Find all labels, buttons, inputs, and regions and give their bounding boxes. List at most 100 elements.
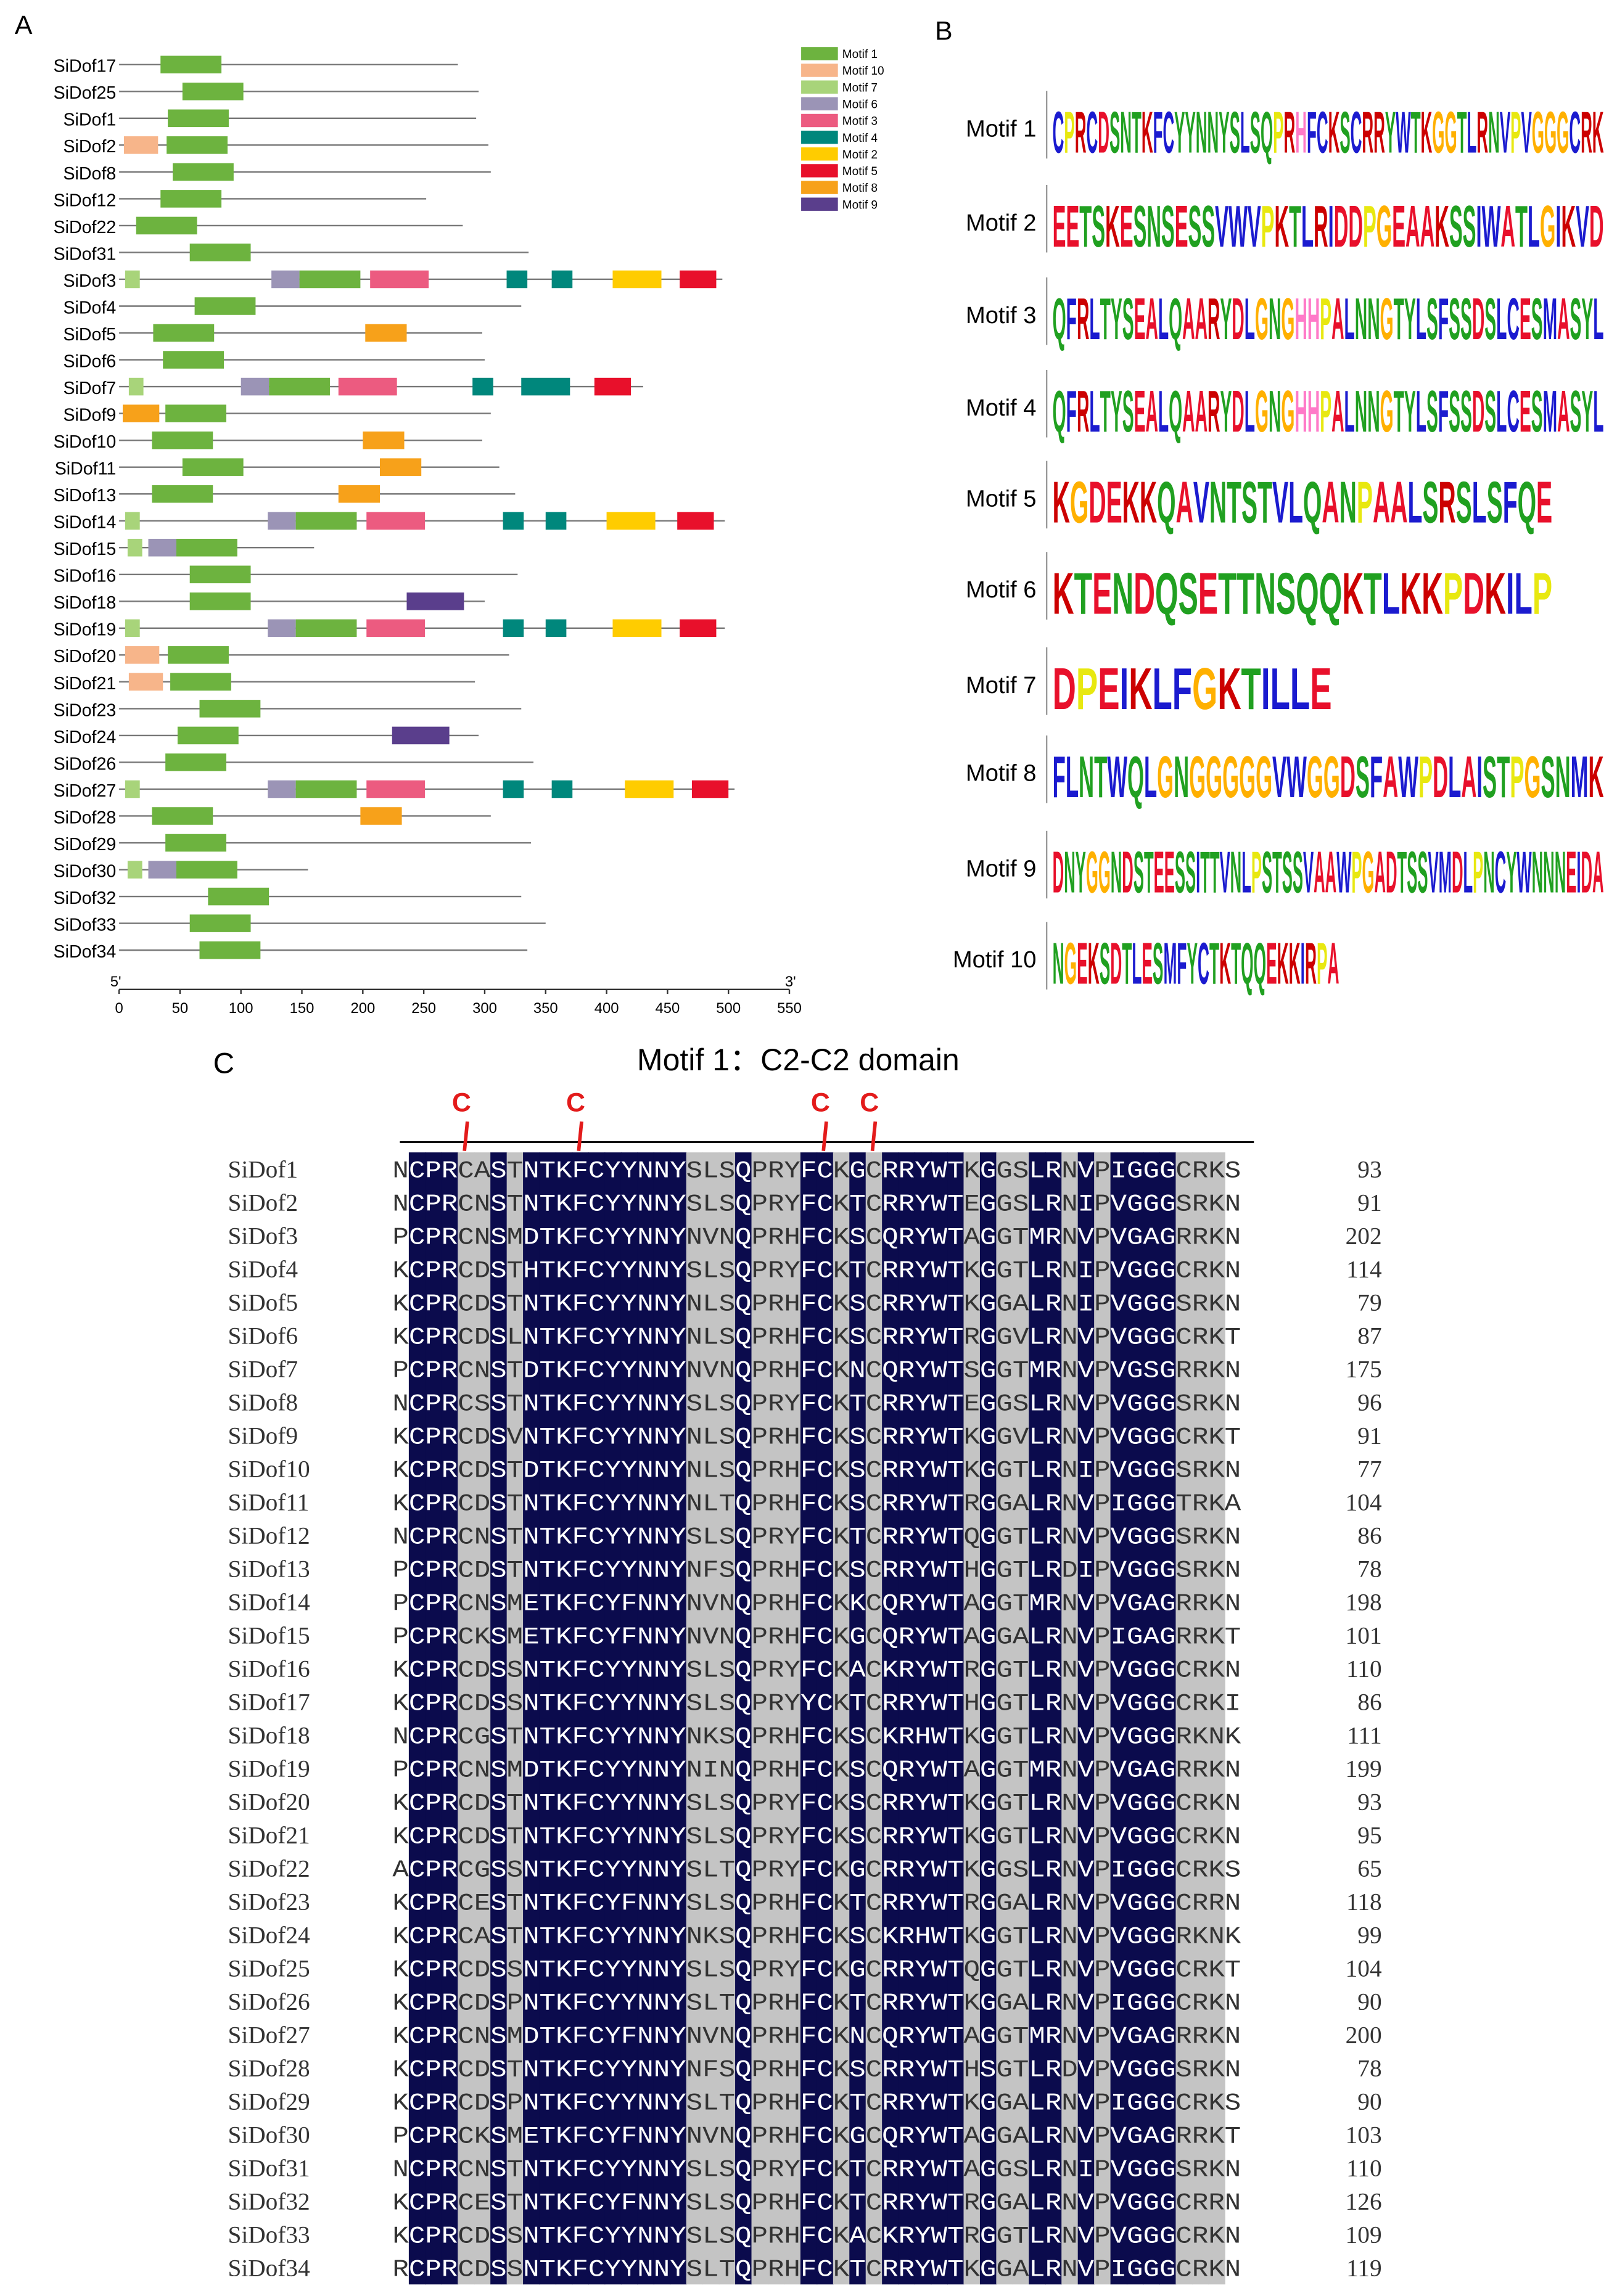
alignment-column-shade [751,1152,768,2285]
alignment-row-end: 111 [1348,1722,1382,1749]
panel-b-sequence-logos: Motif 1 CPRCDSNTKFCYYNNYSLSQPRHFCKSCRRYWT… [953,91,1604,996]
gene-label: SiDof15 [54,539,117,559]
legend-swatch [801,97,838,111]
axis-tick-label: 450 [656,1000,680,1017]
alignment-column-shade [539,1152,556,2285]
alignment-row-name: SiDof33 [228,2221,310,2249]
motif-box [153,324,215,342]
motif-box [148,861,176,879]
motif-box [503,512,524,530]
gene-label: SiDof20 [54,647,117,666]
alignment-column-shade [800,1152,818,2285]
motif-box [125,780,140,798]
motif-box [472,377,493,396]
cysteine-marker: C [811,1088,830,1117]
alignment-column-shade [604,1152,622,2285]
alignment-row-end: 86 [1357,1522,1381,1549]
cysteine-marker: C [860,1088,879,1117]
cysteine-tick [463,1121,469,1152]
alignment-row-name: SiDof7 [228,1356,298,1383]
alignment-column-shade [653,1152,671,2285]
motif-box [691,780,729,798]
alignment-row-name: SiDof5 [228,1289,298,1316]
sequence-logo: FLNTWQLGNGGGGGVWGGDSFAWPDLAISTPGSNMK [1053,745,1604,810]
alignment-row-end: 126 [1346,2188,1382,2215]
legend-swatch [801,113,838,128]
alignment-row-end: 200 [1346,2022,1382,2049]
motif-box [128,377,144,396]
alignment-column-shade [865,1152,883,2285]
axis-tick-label: 0 [115,1000,123,1017]
alignment-row-name: SiDof31 [228,2155,310,2182]
gene-label: SiDof27 [54,781,117,801]
gene-label: SiDof30 [54,861,117,881]
motif-box [168,646,229,664]
alignment-row-name: SiDof30 [228,2122,310,2149]
alignment-row-end: 91 [1357,1189,1381,1216]
alignment-column-shade [915,1152,932,2285]
motif-box [241,377,270,396]
alignment-row-end: 110 [1346,2155,1382,2182]
gene-label: SiDof32 [54,888,117,908]
legend-label: Motif 9 [842,199,878,211]
alignment-row-end: 114 [1346,1256,1382,1283]
sequence-logo: DNYGGNDSTEESSITTVNLPSTSSVAAWPGADTSSVMDLP… [1053,840,1604,906]
legend-swatch [801,181,838,194]
legend-label: Motif 7 [842,81,878,94]
alignment-row-name: SiDof27 [228,2022,310,2049]
motif-box [189,244,251,261]
alignment-column-shade [979,1152,997,2285]
alignment-row-end: 93 [1357,1156,1381,1183]
gene-label: SiDof22 [54,218,117,237]
alignment-row-name: SiDof6 [228,1322,298,1350]
alignment-row-name: SiDof32 [228,2188,310,2215]
gene-label: SiDof28 [54,808,117,827]
motif-box [199,941,261,959]
axis-tick-label: 100 [229,1000,253,1017]
gene-label: SiDof29 [54,835,117,855]
alignment-row-name: SiDof11 [228,1489,309,1516]
alignment-row-name: SiDof23 [228,1888,310,1916]
motif-box [363,431,405,449]
motif-box [379,458,422,476]
motif-box [189,914,251,932]
alignment-row-name: SiDof13 [228,1556,310,1583]
alignment-column-shade [572,1152,589,2285]
motif-box [360,807,402,825]
alignment-row-end: 96 [1357,1389,1381,1416]
legend-label: Motif 5 [842,165,878,178]
gene-label: SiDof26 [54,754,117,774]
motif-box [268,780,296,798]
alignment-row-end: 90 [1357,2088,1381,2115]
motif-box [269,377,330,396]
legend-label: Motif 4 [842,132,878,145]
axis-tick-label: 500 [716,1000,741,1017]
motif-box [152,431,213,449]
axis-start-label: 5' [110,974,121,990]
motif-box [173,163,234,181]
alignment-row-name: SiDof17 [228,1689,310,1716]
gene-label: SiDof31 [54,244,117,264]
motif-box [268,512,296,530]
alignment-column-shade [556,1152,573,2285]
alignment-column-shade [718,1152,736,2285]
panel-label-a: A [15,10,33,40]
cysteine-tick [821,1121,828,1152]
gene-label: SiDof3 [63,271,116,291]
motif-box [208,887,270,906]
logo-label: Motif 6 [966,577,1036,603]
motif-box [392,726,450,745]
sequence-logo: QFRLTYSEALQAARYDLGNGHHPALNNGTYLSFSSDSLCE… [1053,379,1604,445]
alignment-row-name: SiDof29 [228,2088,310,2115]
legend-label: Motif 3 [842,115,878,128]
motif-box [606,512,656,530]
